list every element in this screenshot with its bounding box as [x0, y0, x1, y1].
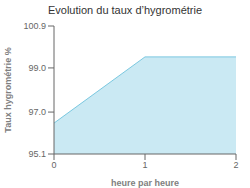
- svg-text:heure par heure: heure par heure: [111, 178, 179, 188]
- svg-text:95.1: 95.1: [28, 149, 46, 159]
- svg-text:97.0: 97.0: [28, 107, 46, 117]
- svg-text:2: 2: [233, 160, 238, 170]
- svg-text:Taux hygrométrie %: Taux hygrométrie %: [8, 47, 13, 132]
- svg-text:100.9: 100.9: [23, 21, 46, 31]
- svg-text:99.0: 99.0: [28, 63, 46, 73]
- html-text:Evolution du taux d’hygrométri: Evolution du taux d’hygrométrie: [48, 4, 202, 16]
- svg-text:1: 1: [142, 160, 147, 170]
- svg-text:0: 0: [51, 160, 56, 170]
